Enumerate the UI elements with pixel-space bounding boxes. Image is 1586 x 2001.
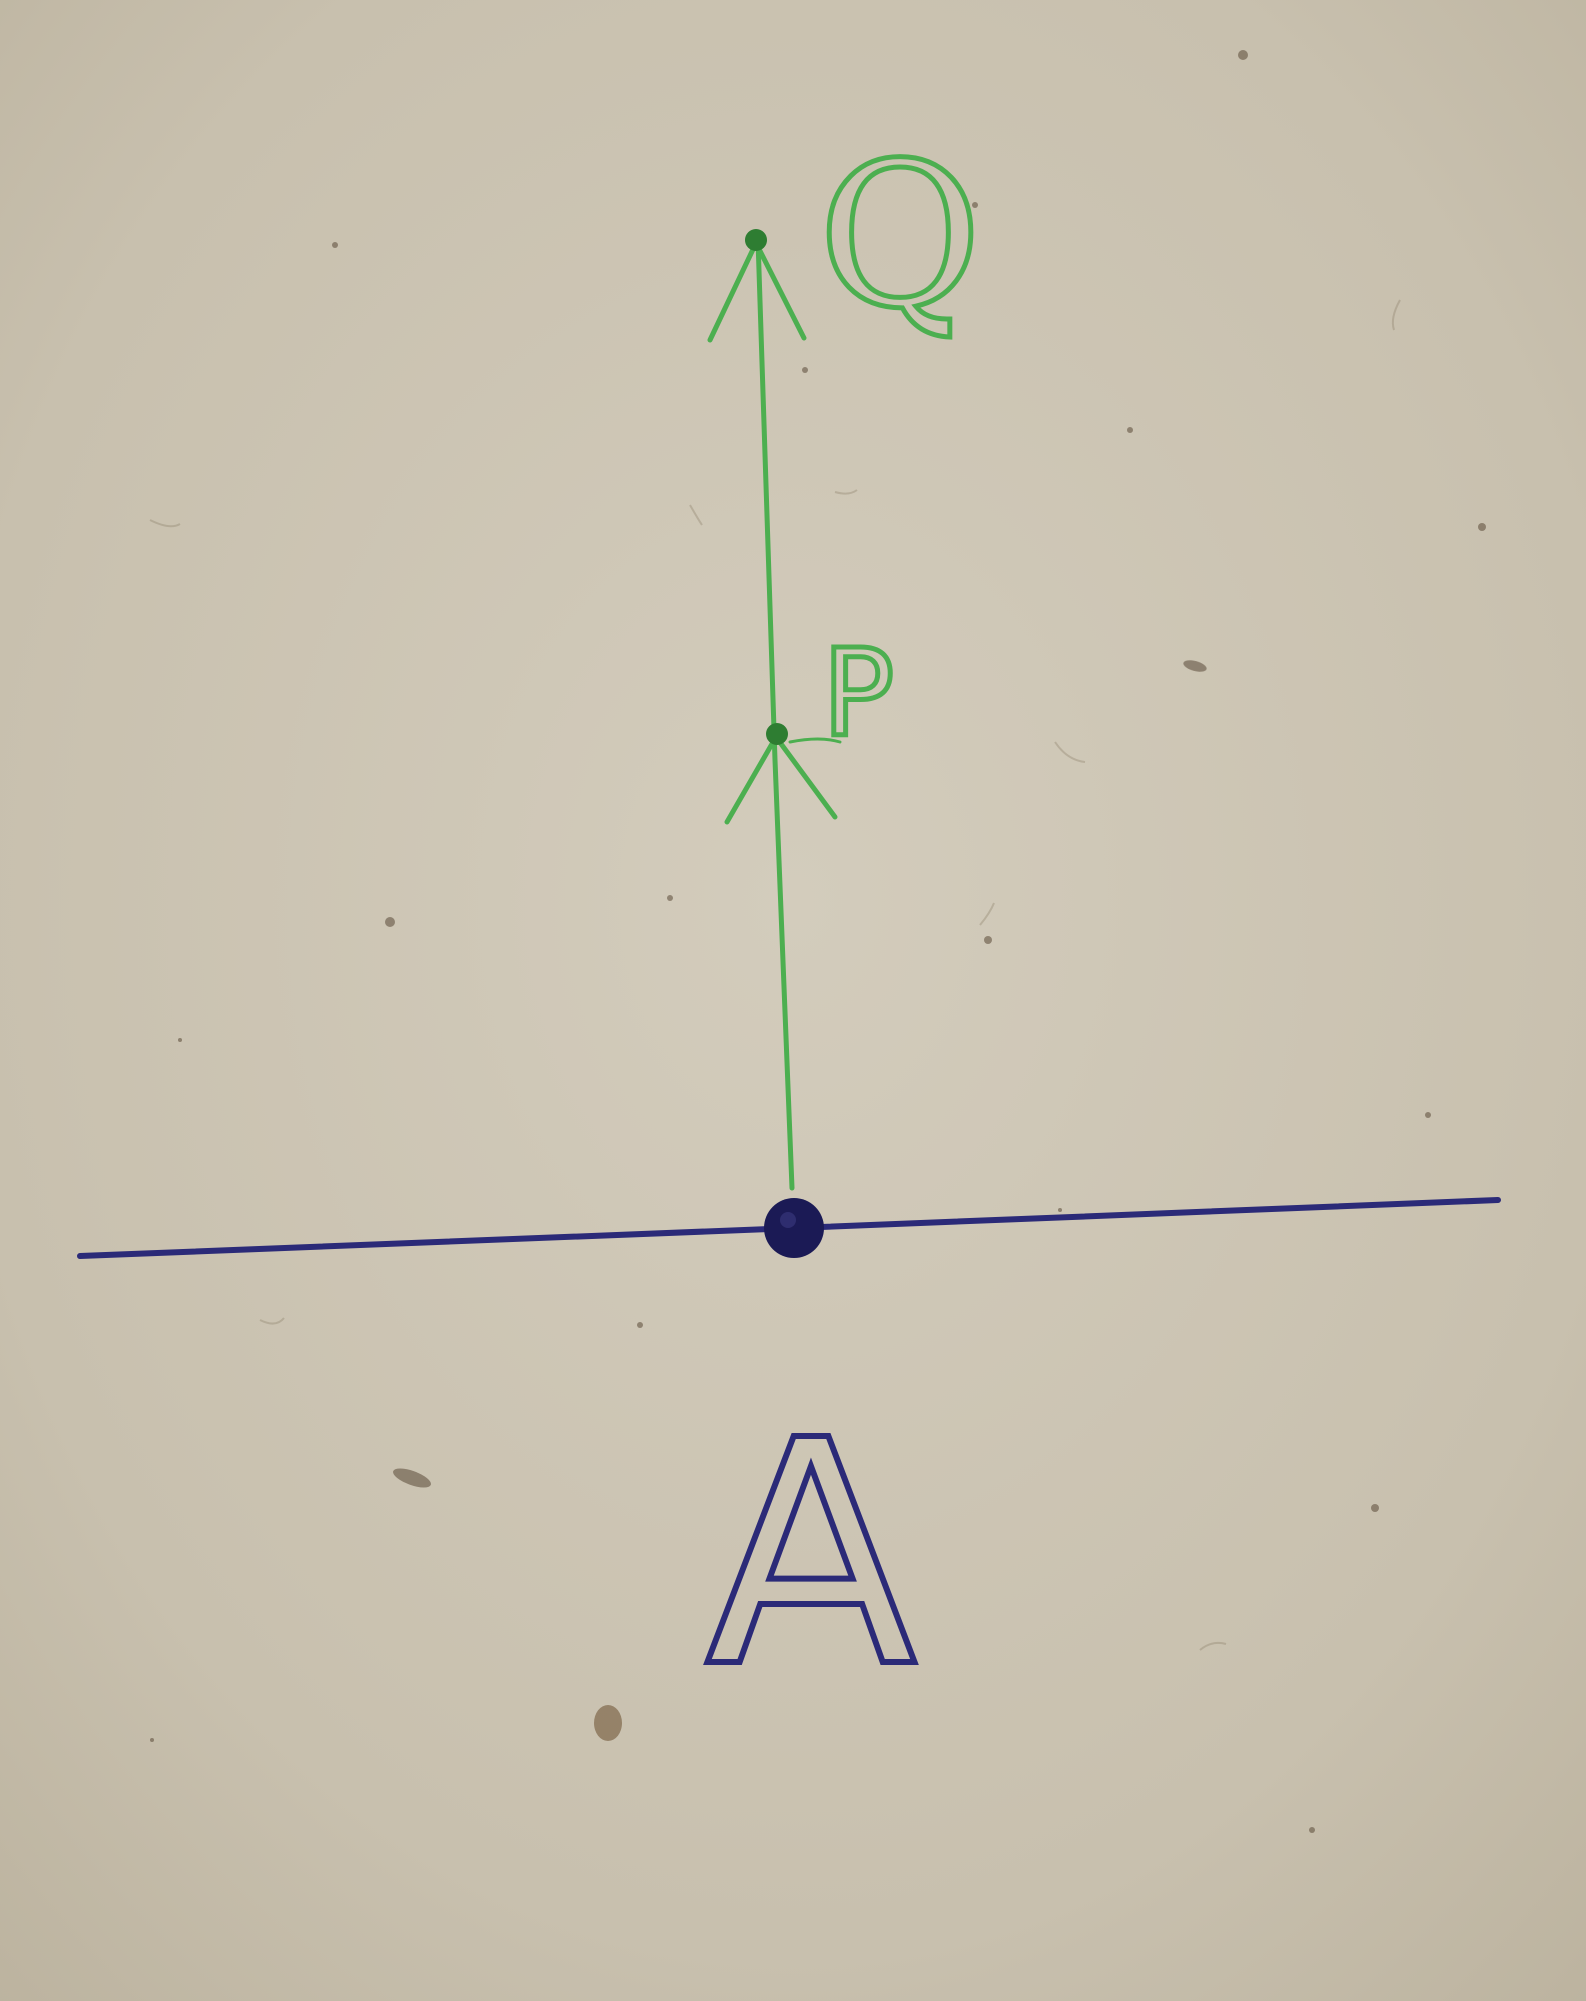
label-p: P [822,625,894,764]
label-q: Q [818,120,982,353]
label-a: A [705,1375,918,1736]
paper-texture [150,50,1486,1833]
point-a-dot [764,1198,824,1258]
green-ray-line [755,237,795,1191]
p-leader-stroke [788,737,842,744]
point-q-dot [745,229,767,251]
point-p-dot [766,723,788,745]
paper-fibers [149,299,1401,1651]
point-a-dot-highlight [780,1212,796,1228]
